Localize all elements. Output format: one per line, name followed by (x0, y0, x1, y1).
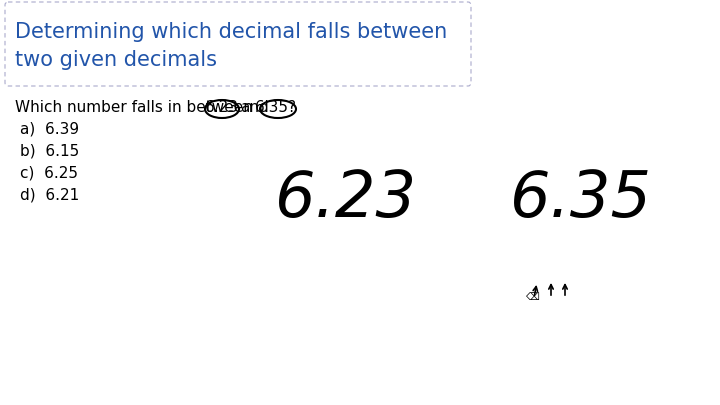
Text: and: and (240, 100, 269, 115)
FancyBboxPatch shape (5, 2, 471, 86)
Text: Determining which decimal falls between: Determining which decimal falls between (15, 22, 447, 42)
Text: b)  6.15: b) 6.15 (20, 144, 79, 159)
Text: 6.35: 6.35 (510, 168, 652, 230)
Text: 6.23: 6.23 (205, 100, 239, 115)
Text: 6.35?: 6.35? (255, 100, 297, 115)
Text: Which number falls in between: Which number falls in between (15, 100, 253, 115)
Text: c)  6.25: c) 6.25 (20, 166, 78, 181)
Text: two given decimals: two given decimals (15, 50, 217, 70)
Text: ⌫: ⌫ (526, 292, 540, 302)
Text: a)  6.39: a) 6.39 (20, 122, 79, 137)
Text: d)  6.21: d) 6.21 (20, 188, 79, 203)
Text: 6.23: 6.23 (275, 168, 417, 230)
